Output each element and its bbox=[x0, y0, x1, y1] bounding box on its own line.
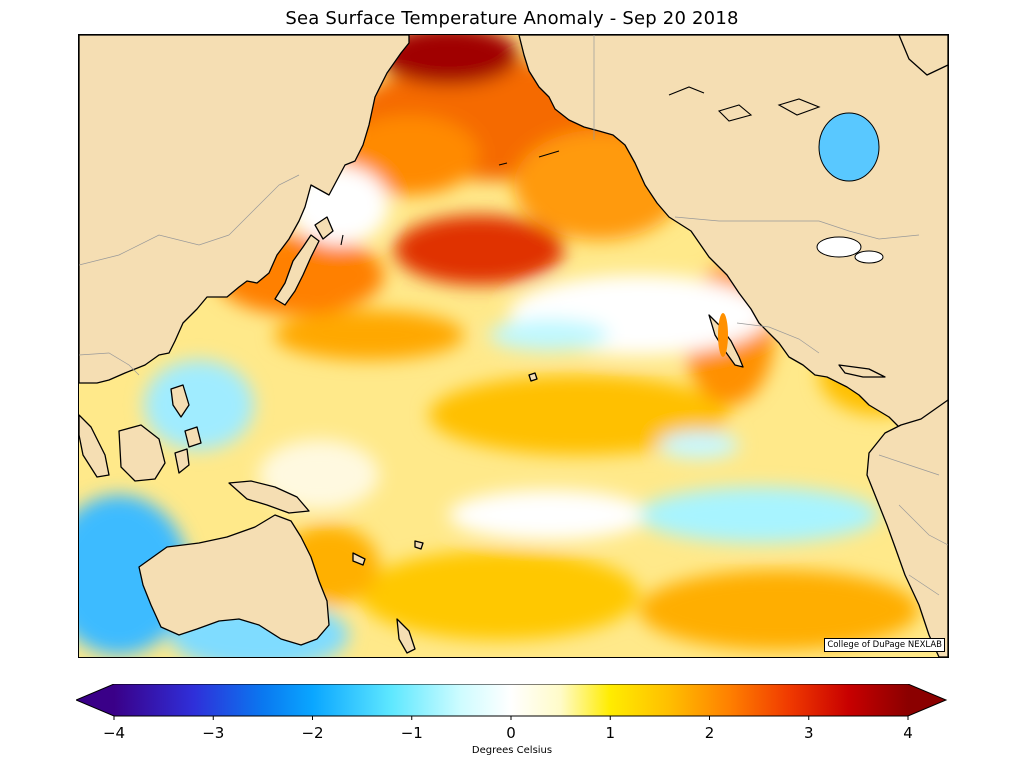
land-hokkaido bbox=[314, 216, 334, 240]
land-borneo bbox=[118, 424, 166, 482]
colorbar-tick-label: 3 bbox=[803, 724, 814, 742]
map-canvas bbox=[79, 35, 948, 657]
credit-label: College of DuPage NEXLAB bbox=[824, 638, 945, 652]
cool-anomaly-philippine bbox=[144, 360, 254, 450]
border-china-russia bbox=[228, 174, 300, 236]
border-us-mexico bbox=[736, 322, 820, 354]
map-title: Sea Surface Temperature Anomaly - Sep 20… bbox=[285, 8, 739, 29]
land-sulawesi bbox=[174, 448, 190, 474]
land-greenland-edge bbox=[898, 35, 948, 76]
warm-anomaly-southeast bbox=[639, 570, 919, 650]
colorbar-tick-label: −4 bbox=[102, 724, 126, 742]
border-us-canada bbox=[674, 216, 920, 240]
cool-anomaly-equatorial bbox=[659, 431, 739, 459]
border-china-mongolia bbox=[79, 234, 230, 266]
great-lakes bbox=[816, 236, 862, 258]
neutral-anomaly-west bbox=[259, 440, 379, 510]
colorbar bbox=[76, 684, 948, 720]
warm-anomaly-central-north bbox=[394, 215, 564, 285]
land-australia bbox=[138, 514, 330, 646]
colorbar-label: Degrees Celsius bbox=[471, 745, 553, 756]
cool-anomaly-tropical-east bbox=[639, 487, 879, 543]
land-new-zealand bbox=[396, 618, 416, 654]
border-southeast-asia bbox=[79, 352, 140, 376]
gulf-of-california bbox=[718, 313, 728, 357]
island-details bbox=[340, 86, 821, 246]
land-philippines-south bbox=[184, 426, 202, 448]
colorbar-tick-label: 4 bbox=[903, 724, 913, 742]
land-sumatra bbox=[79, 414, 110, 478]
country-borders bbox=[79, 35, 948, 596]
colorbar-tick-label: −3 bbox=[202, 724, 225, 742]
colorbar-scale bbox=[114, 684, 908, 716]
land-philippines bbox=[170, 384, 190, 418]
land-asia bbox=[79, 35, 410, 384]
colorbar-under-triangle bbox=[76, 684, 114, 716]
colorbar-tick-label: −1 bbox=[400, 724, 423, 742]
colorbar-tick-label: −2 bbox=[301, 724, 324, 742]
land-new-guinea bbox=[228, 480, 310, 514]
land-cuba bbox=[838, 364, 886, 378]
land-new-caledonia bbox=[352, 552, 366, 566]
border-south-america bbox=[878, 454, 948, 596]
warm-anomaly-kuroshio bbox=[274, 310, 464, 360]
warm-anomaly-arctic bbox=[379, 35, 519, 85]
warm-anomaly-mid bbox=[429, 375, 729, 455]
warm-anomaly-kamchatka bbox=[339, 115, 479, 195]
warm-anomaly-south-central bbox=[359, 550, 639, 640]
arctic-islands bbox=[668, 86, 821, 122]
colorbar-tick-label: 0 bbox=[506, 724, 516, 742]
colorbar-over-triangle bbox=[908, 684, 946, 716]
colorbar-tick-label: 2 bbox=[704, 724, 715, 742]
aleutian-chain bbox=[340, 150, 560, 246]
land-japan bbox=[274, 234, 320, 306]
colorbar-tick-label: 1 bbox=[605, 724, 616, 742]
land-hawaii bbox=[528, 372, 538, 382]
inland-waters bbox=[718, 112, 884, 357]
great-lakes-east bbox=[854, 250, 884, 264]
hudson-bay bbox=[818, 112, 880, 182]
cool-anomaly-subtropical bbox=[489, 319, 609, 351]
land-fiji bbox=[414, 540, 424, 550]
sst-anomaly-map: College of DuPage NEXLAB bbox=[78, 34, 949, 658]
colorbar-ticks bbox=[113, 716, 909, 720]
neutral-anomaly-south bbox=[449, 490, 649, 540]
